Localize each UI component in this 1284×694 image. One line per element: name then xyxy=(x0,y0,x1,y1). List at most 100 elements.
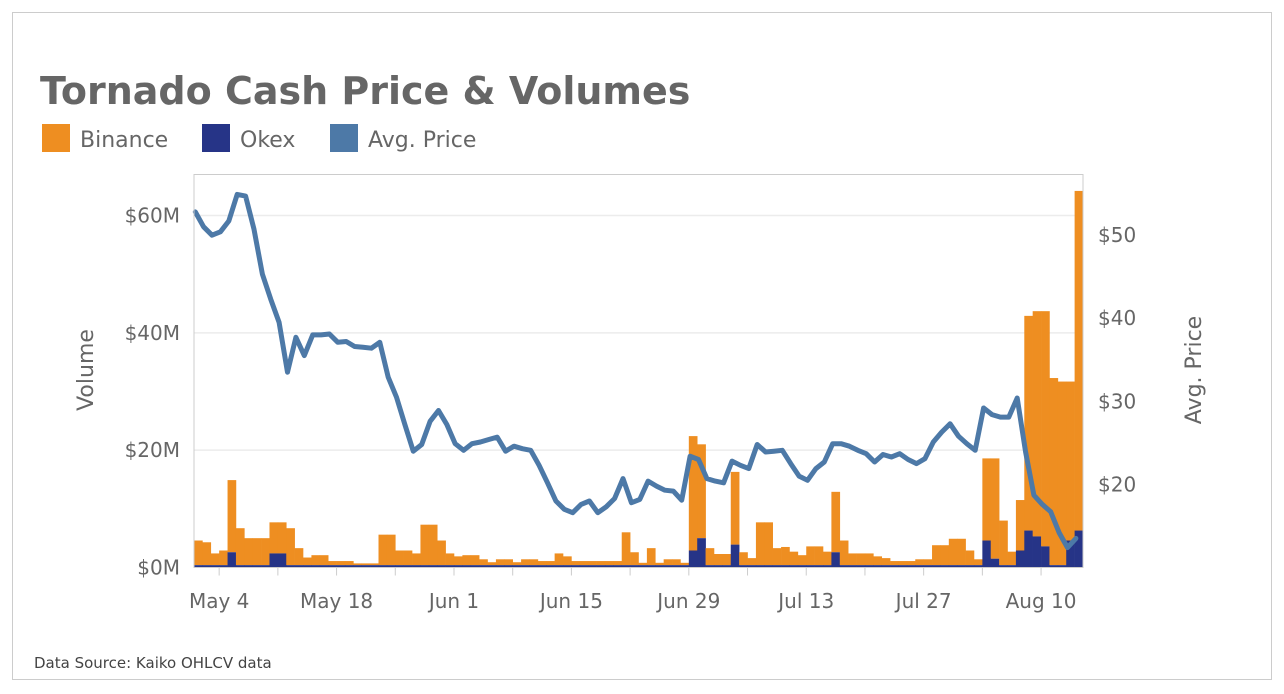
bar-okex xyxy=(1066,540,1075,568)
bar-okex xyxy=(722,565,732,568)
bar-okex xyxy=(344,565,354,568)
legend-item-okex[interactable]: Okex xyxy=(202,124,295,153)
bar-okex xyxy=(848,565,857,568)
bar-binance xyxy=(269,522,279,554)
bar-okex xyxy=(428,565,438,568)
bar-binance xyxy=(194,540,203,566)
bar-binance xyxy=(294,548,304,566)
bar-binance xyxy=(864,553,874,566)
legend-label-binance: Binance xyxy=(80,128,168,153)
x-tick-label: Jun 15 xyxy=(538,589,603,613)
bar-binance xyxy=(462,555,472,566)
bar-binance xyxy=(965,550,975,566)
bar-okex xyxy=(571,565,581,568)
bar-binance xyxy=(420,524,430,566)
bar-binance xyxy=(1074,190,1084,531)
bar-binance xyxy=(244,538,254,566)
bar-okex xyxy=(579,565,589,568)
bar-okex xyxy=(537,565,547,568)
bar-okex xyxy=(613,565,623,568)
bar-okex xyxy=(630,565,639,568)
bar-binance xyxy=(948,538,958,566)
bar-okex xyxy=(1024,530,1033,568)
bar-okex xyxy=(932,565,941,568)
bar-okex xyxy=(1041,546,1050,568)
legend-item-binance[interactable]: Binance xyxy=(42,124,168,153)
bar-binance xyxy=(722,554,732,566)
bar-okex xyxy=(529,565,539,568)
bar-okex xyxy=(747,565,757,568)
bar-binance xyxy=(1007,551,1017,566)
bar-binance xyxy=(210,553,220,566)
bar-binance xyxy=(571,561,581,566)
bar-binance xyxy=(261,538,270,566)
bar-okex xyxy=(1007,565,1017,568)
bar-binance xyxy=(839,540,849,566)
bar-okex xyxy=(437,565,446,568)
bar-binance xyxy=(1015,500,1025,551)
bar-okex xyxy=(915,565,924,568)
x-tick-label: May 4 xyxy=(189,589,249,613)
bar-binance xyxy=(303,557,312,566)
bar-okex xyxy=(470,565,480,568)
legend-swatch-avg-price xyxy=(330,124,358,152)
bar-okex xyxy=(370,565,379,568)
avg-price-line xyxy=(192,191,1079,551)
bar-binance xyxy=(353,563,363,566)
bar-okex xyxy=(412,565,421,568)
bar-okex xyxy=(386,565,396,568)
bar-okex xyxy=(730,544,740,568)
bar-binance xyxy=(672,559,681,566)
bar-okex xyxy=(965,565,975,568)
bar-binance xyxy=(512,562,522,566)
bar-binance xyxy=(487,562,497,566)
bar-binance xyxy=(890,561,899,566)
x-tick-label: Jul 13 xyxy=(776,589,834,613)
bar-binance xyxy=(336,561,346,566)
bar-binance xyxy=(311,555,321,566)
bar-okex xyxy=(521,565,530,568)
bar-okex xyxy=(906,565,916,568)
bar-okex xyxy=(898,565,908,568)
bar-okex xyxy=(873,565,883,568)
bar-binance xyxy=(479,559,488,566)
bar-binance xyxy=(739,552,748,566)
bar-binance xyxy=(412,553,421,566)
bar-binance xyxy=(697,444,706,539)
bar-binance xyxy=(747,558,757,566)
bar-okex xyxy=(940,565,950,568)
bar-binance xyxy=(370,563,379,566)
x-tick-label: Aug 10 xyxy=(1006,589,1077,613)
bar-binance xyxy=(923,559,933,566)
bar-okex xyxy=(1032,536,1042,568)
y-right-tick-label: $30 xyxy=(1098,389,1136,413)
bar-okex xyxy=(546,565,555,568)
bar-binance xyxy=(319,555,329,566)
bar-okex xyxy=(269,553,279,568)
bar-okex xyxy=(361,565,371,568)
y-left-tick-label: $0M xyxy=(137,556,180,580)
bar-okex xyxy=(479,565,488,568)
bar-binance xyxy=(428,524,438,566)
legend-item-avg-price[interactable]: Avg. Price xyxy=(330,124,476,153)
volume-bars xyxy=(194,190,1084,568)
bar-binance xyxy=(529,559,539,566)
bar-okex xyxy=(856,565,866,568)
bar-binance xyxy=(638,562,648,566)
bar-okex xyxy=(982,540,992,568)
legend-swatch-okex xyxy=(202,124,230,152)
bar-binance xyxy=(873,556,883,566)
bar-okex xyxy=(294,565,304,568)
bar-okex xyxy=(210,565,220,568)
bar-okex xyxy=(277,553,287,568)
y-right-tick-label: $20 xyxy=(1098,472,1136,496)
bar-okex xyxy=(219,565,228,568)
bar-binance xyxy=(286,528,295,566)
bar-binance xyxy=(235,528,245,566)
bar-okex xyxy=(755,565,765,568)
data-source-note: Data Source: Kaiko OHLCV data xyxy=(34,654,272,672)
bar-okex xyxy=(328,565,337,568)
legend: Binance Okex Avg. Price xyxy=(42,124,476,153)
bar-okex xyxy=(311,565,321,568)
